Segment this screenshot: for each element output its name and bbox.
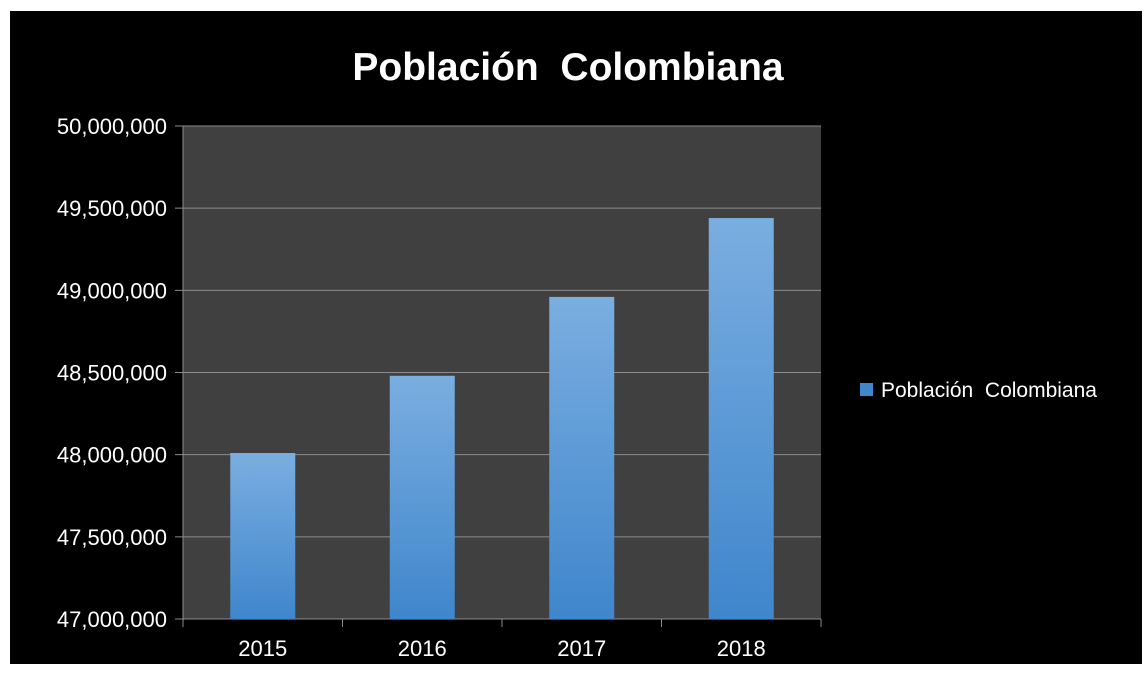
legend: Población Colombiana (860, 379, 1097, 402)
x-tick-labels: 2015 2016 2017 2018 (238, 636, 765, 661)
bar-2018 (708, 218, 774, 619)
bars (230, 218, 774, 619)
y-tick-label: 48,000,000 (57, 443, 167, 468)
legend-swatch (860, 383, 873, 396)
y-tick-labels: 47,000,000 47,500,000 48,000,000 48,500,000… (57, 114, 167, 632)
x-tick-label: 2015 (238, 636, 287, 661)
bar-2017 (549, 296, 615, 619)
legend-label: Población Colombiana (881, 379, 1097, 402)
y-tick-label: 47,500,000 (57, 525, 167, 550)
y-tick-label: 48,500,000 (57, 361, 167, 386)
bar-2016 (389, 375, 455, 619)
x-tick-label: 2017 (557, 636, 606, 661)
y-tick-label: 49,500,000 (57, 196, 167, 221)
y-tick-label: 50,000,000 (57, 114, 167, 139)
y-tick-label: 49,000,000 (57, 278, 167, 303)
x-tick-label: 2016 (398, 636, 447, 661)
chart-title: Población Colombiana (352, 46, 784, 89)
x-tick-label: 2018 (717, 636, 766, 661)
y-tick-label: 47,000,000 (57, 607, 167, 632)
bar-2015 (230, 453, 296, 619)
